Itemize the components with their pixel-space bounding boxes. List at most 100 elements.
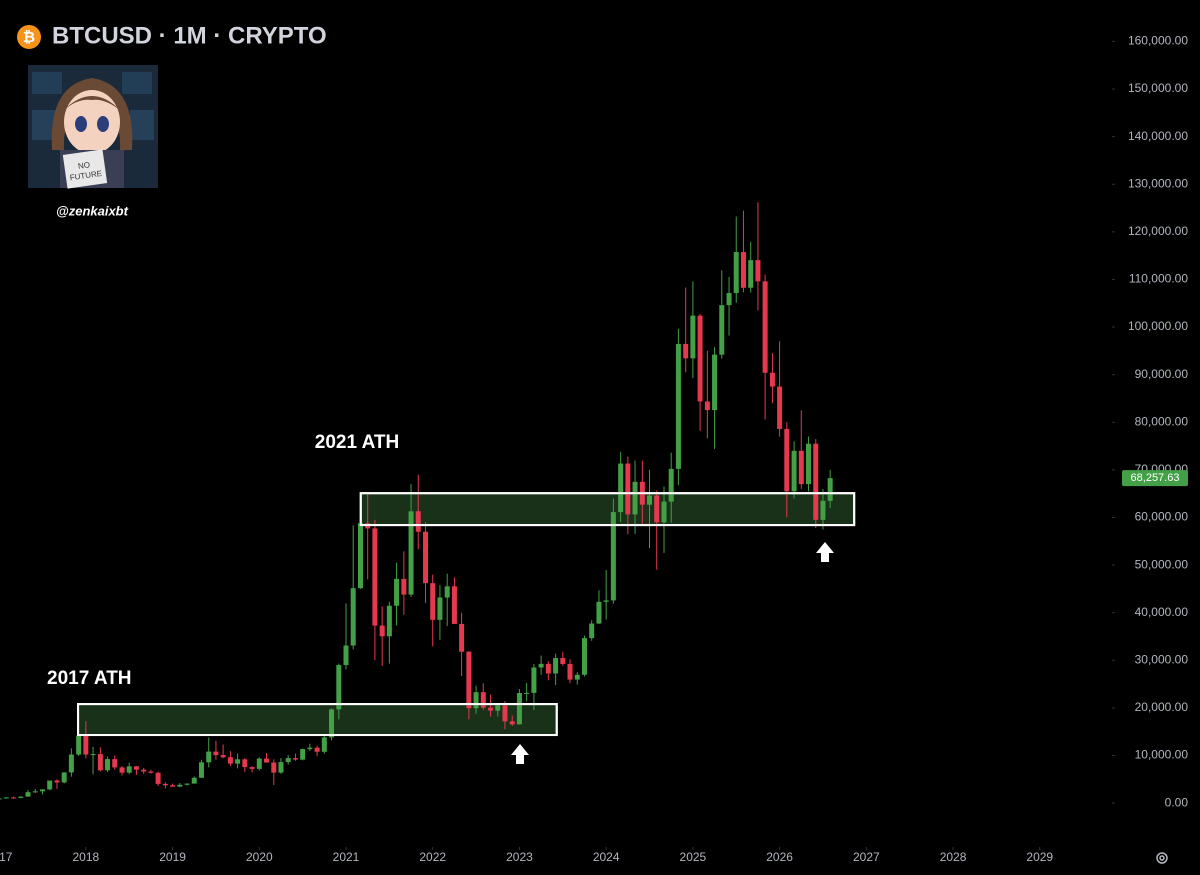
- candle-body: [213, 751, 219, 756]
- candle-body: [350, 588, 356, 646]
- candle-body: [791, 450, 797, 492]
- x-tick-label: 2021: [333, 850, 360, 864]
- candle-body: [68, 754, 74, 773]
- x-tick-label: 2022: [419, 850, 446, 864]
- candle-body: [654, 495, 660, 523]
- candle-body: [394, 578, 400, 606]
- candle-body: [3, 797, 9, 799]
- candle-body: [336, 665, 342, 710]
- y-tick-label: 150,000.00: [1128, 81, 1188, 95]
- candle-body: [444, 586, 450, 598]
- avatar-sign: FUTURE: [69, 169, 102, 182]
- candle-body: [697, 315, 703, 402]
- candle-body: [408, 511, 414, 595]
- candle-body: [777, 386, 783, 429]
- candle-body: [719, 305, 725, 355]
- candle-body: [762, 281, 768, 373]
- y-tick-label: 60,000.00: [1135, 510, 1189, 524]
- candle-body: [415, 511, 421, 532]
- candle-body: [488, 707, 494, 711]
- candle-body: [538, 663, 544, 668]
- candle-body: [430, 583, 436, 620]
- candle-body: [820, 500, 826, 520]
- candle-body: [827, 478, 833, 501]
- x-tick-label: 2028: [940, 850, 967, 864]
- candle-body: [235, 759, 241, 764]
- zone-label: 2017 ATH: [47, 668, 131, 689]
- axes: 0.00 10,000.00 20,000.00 30,000.00 40,000.00…: [0, 34, 1188, 865]
- candle-body: [148, 771, 154, 773]
- zones: [77, 492, 856, 737]
- y-tick-label: 90,000.00: [1135, 367, 1189, 381]
- candle-body: [502, 705, 508, 722]
- candle-body: [11, 797, 17, 799]
- settings-icon[interactable]: [1156, 852, 1168, 864]
- chart-title: BTCUSD · 1M · CRYPTO: [52, 22, 327, 49]
- y-tick-label: 120,000.00: [1128, 224, 1188, 238]
- candle-body: [112, 759, 118, 768]
- candle-body: [401, 578, 407, 595]
- candle-body: [97, 754, 103, 771]
- candle-body: [314, 747, 320, 752]
- x-tick-label: 2020: [246, 850, 273, 864]
- bitcoin-glyph: ₿: [23, 29, 35, 46]
- y-tick-label: 80,000.00: [1135, 414, 1189, 428]
- candle-body: [798, 450, 804, 485]
- candle-body: [712, 354, 718, 411]
- x-tick-label: 2019: [159, 850, 186, 864]
- candle-body: [473, 692, 479, 709]
- candle-body: [805, 443, 811, 485]
- candle-body: [220, 755, 226, 758]
- candle-body: [47, 780, 53, 790]
- candle-body: [386, 605, 392, 637]
- candle-body: [581, 638, 587, 675]
- y-tick-label: 50,000.00: [1135, 557, 1189, 571]
- candle-body: [54, 780, 60, 783]
- candle-body: [733, 252, 739, 294]
- x-tick-label: 2023: [506, 850, 533, 864]
- x-tick-label: 2026: [766, 850, 793, 864]
- zone-outline: [77, 703, 558, 737]
- x-tick-label: 2027: [853, 850, 880, 864]
- candle-body: [39, 789, 45, 792]
- candle-body: [661, 501, 667, 523]
- zone-outline: [359, 492, 856, 527]
- candle-body: [242, 759, 248, 768]
- candle-body: [206, 751, 212, 763]
- candle-body: [740, 252, 746, 288]
- candle-body: [227, 757, 233, 764]
- candle-body: [632, 481, 638, 515]
- candle-body: [184, 783, 190, 785]
- candle-body: [292, 758, 298, 760]
- candle-body: [610, 512, 616, 601]
- candle-body: [162, 783, 168, 786]
- candle-body: [372, 528, 378, 626]
- candle-body: [170, 785, 176, 787]
- candle-body: [675, 343, 681, 469]
- candle-body: [668, 468, 674, 502]
- last-price-label: 68,257.63: [1131, 472, 1180, 484]
- candle-body: [545, 663, 551, 674]
- y-tick-label: 20,000.00: [1135, 700, 1189, 714]
- candle-body: [618, 463, 624, 513]
- candle-body: [480, 692, 486, 708]
- candle-body: [76, 735, 82, 755]
- candle-body: [509, 721, 515, 725]
- arrow: [511, 744, 529, 764]
- avatar-sign: NO: [77, 160, 90, 171]
- y-tick-label: 10,000.00: [1135, 748, 1189, 762]
- candle-body: [300, 749, 306, 760]
- candle-body: [495, 705, 501, 711]
- last-price-box: [1122, 470, 1188, 487]
- candle-body: [32, 791, 38, 793]
- candle-body: [343, 645, 349, 666]
- candle-body: [423, 531, 429, 584]
- candle-body: [603, 600, 609, 602]
- candle-body: [105, 759, 111, 771]
- candle-body: [466, 651, 472, 709]
- candle-body: [516, 692, 522, 725]
- candle-body: [90, 754, 96, 756]
- y-tick-label: 0.00: [1165, 795, 1189, 809]
